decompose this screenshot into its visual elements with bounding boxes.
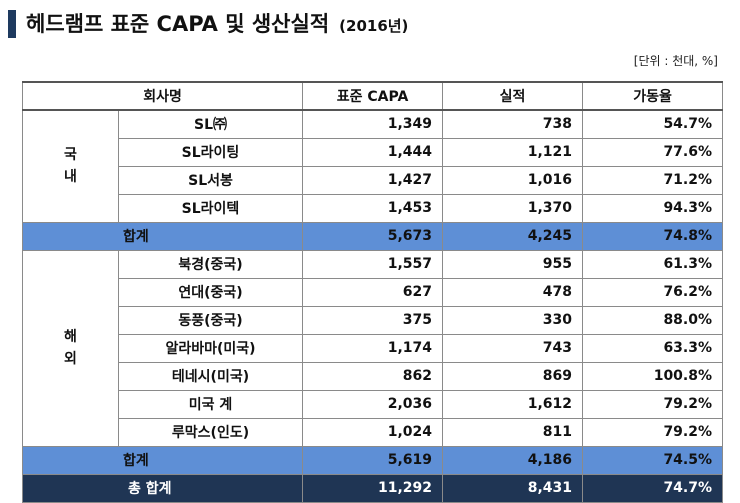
- capa-value: 862: [302, 361, 444, 391]
- rate-value: 100.8%: [582, 361, 724, 391]
- actual-value: 869: [442, 361, 584, 391]
- rate-value: 74.8%: [582, 221, 724, 251]
- table-row: 루막스(인도) 1,024 811 79.2%: [23, 417, 724, 447]
- title-main: 헤드램프 표준 CAPA 및 생산실적: [26, 12, 330, 36]
- rate-value: 77.6%: [582, 137, 724, 167]
- capa-value: 1,453: [302, 193, 444, 223]
- table-row: 미국 계 2,036 1,612 79.2%: [23, 389, 724, 419]
- header-capa: 표준 CAPA: [302, 81, 444, 111]
- actual-value: 743: [442, 333, 584, 363]
- capa-table: 회사명 표준 CAPA 실적 가동율 국 내 SL㈜ 1,349 738 54.…: [21, 81, 724, 503]
- rate-value: 79.2%: [582, 417, 724, 447]
- company-name: 미국 계: [117, 389, 304, 419]
- rate-value: 63.3%: [582, 333, 724, 363]
- region-char: 해: [64, 329, 77, 345]
- rate-value: 71.2%: [582, 165, 724, 195]
- rate-value: 54.7%: [582, 109, 724, 139]
- company-name: 루막스(인도): [117, 417, 304, 447]
- capa-value: 627: [302, 277, 444, 307]
- header-company: 회사명: [21, 81, 304, 111]
- actual-value: 8,431: [442, 473, 584, 503]
- unit-note: [단위 : 천대, %]: [633, 54, 718, 68]
- rate-value: 88.0%: [582, 305, 724, 335]
- table-row: 국 내 SL㈜ 1,349 738 54.7%: [22, 109, 724, 223]
- rate-value: 74.5%: [582, 445, 724, 475]
- company-name: SL라이텍: [117, 193, 304, 223]
- table-row: SL라이팅 1,444 1,121 77.6%: [23, 137, 724, 167]
- capa-value: 2,036: [302, 389, 444, 419]
- table-row: 해 외 북경(중국) 1,557 955 61.3%: [22, 249, 724, 447]
- region-domestic: 국 내: [22, 109, 119, 223]
- actual-value: 478: [442, 277, 584, 307]
- capa-value: 1,557: [302, 249, 444, 279]
- capa-value: 1,174: [302, 333, 444, 363]
- header-row: 회사명 표준 CAPA 실적 가동율: [21, 81, 724, 111]
- company-name: SL㈜: [117, 109, 304, 139]
- subtotal-label: 합계: [21, 221, 304, 251]
- capa-value: 1,444: [302, 137, 444, 167]
- company-name: 알라바마(미국): [117, 333, 304, 363]
- rate-value: 76.2%: [582, 277, 724, 307]
- company-name: 동풍(중국): [117, 305, 304, 335]
- grand-total-row: 총 합계 11,292 8,431 74.7%: [21, 473, 724, 503]
- grand-total-label: 총 합계: [21, 473, 304, 503]
- company-name: 연대(중국): [117, 277, 304, 307]
- capa-value: 1,024: [302, 417, 444, 447]
- capa-value: 1,427: [302, 165, 444, 195]
- rate-value: 94.3%: [582, 193, 724, 223]
- actual-value: 1,016: [442, 165, 584, 195]
- domestic-subtotal-row: 합계 5,673 4,245 74.8%: [21, 221, 724, 251]
- actual-value: 955: [442, 249, 584, 279]
- title-year: (2016년): [339, 17, 409, 35]
- region-char: 외: [64, 351, 77, 367]
- region-overseas: 해 외: [22, 249, 119, 447]
- company-name: SL라이팅: [117, 137, 304, 167]
- capa-value: 5,673: [302, 221, 444, 251]
- table-row: 알라바마(미국) 1,174 743 63.3%: [23, 333, 724, 363]
- company-name: 북경(중국): [117, 249, 304, 279]
- table-row: 연대(중국) 627 478 76.2%: [23, 277, 724, 307]
- actual-value: 330: [442, 305, 584, 335]
- company-name: SL서봉: [117, 165, 304, 195]
- capa-value: 5,619: [302, 445, 444, 475]
- rate-value: 61.3%: [582, 249, 724, 279]
- actual-value: 4,186: [442, 445, 584, 475]
- capa-value: 1,349: [302, 109, 444, 139]
- capa-value: 11,292: [302, 473, 444, 503]
- company-name: 테네시(미국): [117, 361, 304, 391]
- header-rate: 가동율: [582, 81, 724, 111]
- overseas-subtotal-row: 합계 5,619 4,186 74.5%: [21, 445, 724, 475]
- subtotal-label: 합계: [21, 445, 304, 475]
- rate-value: 74.7%: [582, 473, 724, 503]
- capa-value: 375: [302, 305, 444, 335]
- table-row: 동풍(중국) 375 330 88.0%: [23, 305, 724, 335]
- actual-value: 811: [442, 417, 584, 447]
- actual-value: 1,121: [442, 137, 584, 167]
- table-row: SL서봉 1,427 1,016 71.2%: [23, 165, 724, 195]
- actual-value: 4,245: [442, 221, 584, 251]
- actual-value: 1,370: [442, 193, 584, 223]
- actual-value: 738: [442, 109, 584, 139]
- region-char: 내: [64, 169, 77, 186]
- actual-value: 1,612: [442, 389, 584, 419]
- region-char: 국: [64, 147, 77, 164]
- header-actual: 실적: [442, 81, 584, 111]
- page-title: 헤드램프 표준 CAPA 및 생산실적 (2016년): [26, 8, 408, 40]
- table-row: 테네시(미국) 862 869 100.8%: [23, 361, 724, 391]
- title-accent-bar: [8, 10, 16, 38]
- rate-value: 79.2%: [582, 389, 724, 419]
- table-row: SL라이텍 1,453 1,370 94.3%: [23, 193, 724, 223]
